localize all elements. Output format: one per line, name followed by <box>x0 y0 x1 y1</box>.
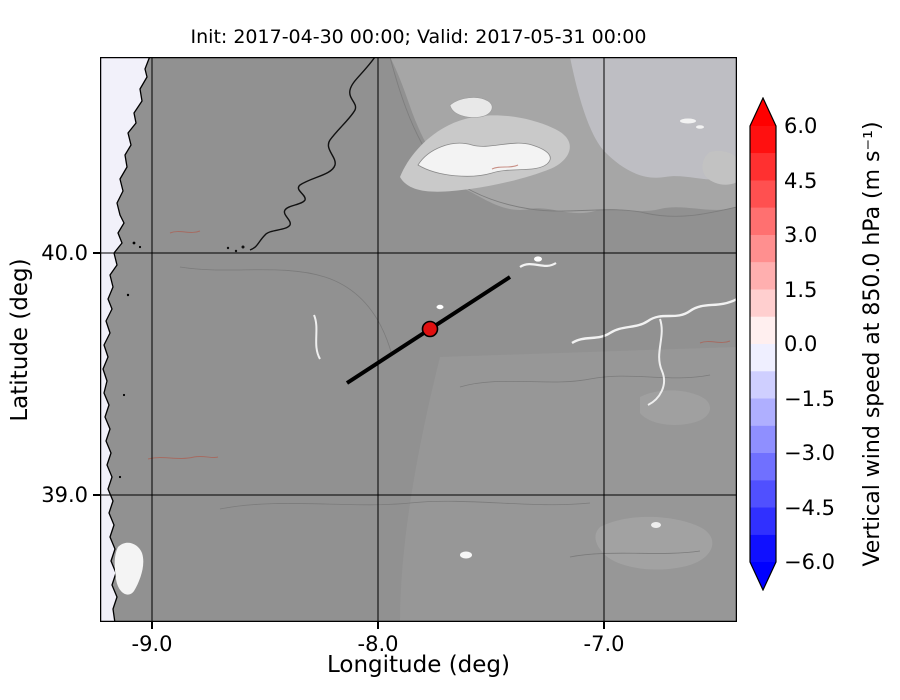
y-tick-mark <box>93 494 100 496</box>
colorbar-tick-label: 6.0 <box>784 114 818 138</box>
x-axis-label: Longitude (deg) <box>326 652 510 678</box>
y-tick-label: 39.0 <box>41 483 88 507</box>
estuary-patch <box>114 542 144 595</box>
colorbar-tick-label: 0.0 <box>784 332 818 356</box>
x-tick-label: -7.0 <box>583 632 625 656</box>
x-tick-mark <box>377 622 379 629</box>
y-axis-label: Latitude (deg) <box>7 258 33 422</box>
x-tick-label: -8.0 <box>357 632 399 656</box>
colorbar-outline <box>749 97 777 591</box>
colorbar-bands <box>750 126 776 563</box>
ocean <box>100 56 150 623</box>
terrain-shading <box>147 56 738 622</box>
colorbar-label: Vertical wind speed at 850.0 hPa (m s⁻¹) <box>860 121 885 567</box>
plot-area <box>99 55 738 624</box>
x-tick-mark <box>603 622 605 629</box>
colorbar-tick-label: −3.0 <box>784 441 835 465</box>
map-canvas <box>99 55 738 624</box>
colorbar-tick-label: −4.5 <box>784 496 835 520</box>
coastal-islets <box>118 241 142 479</box>
interior-contour <box>249 56 376 251</box>
location-marker <box>421 320 439 338</box>
contour-specks <box>226 245 245 253</box>
plot-frame <box>99 56 738 623</box>
x-tick-mark <box>151 622 153 629</box>
colorbar-tick-label: 4.5 <box>784 169 818 193</box>
grid-lines <box>100 57 737 622</box>
colorbar-tick-label: −1.5 <box>784 387 835 411</box>
colorbar-tick-label: 3.0 <box>784 223 818 247</box>
colorbar-tick-label: 1.5 <box>784 278 818 302</box>
x-tick-label: -9.0 <box>131 632 173 656</box>
y-tick-mark <box>93 252 100 254</box>
colorbar-under-arrow <box>750 562 776 590</box>
colorbar-tick-label: −6.0 <box>784 550 835 574</box>
colorbar <box>749 97 777 591</box>
y-tick-label: 40.0 <box>41 241 88 265</box>
coastline <box>102 55 151 624</box>
plot-title: Init: 2017-04-30 00:00; Valid: 2017-05-3… <box>190 26 647 48</box>
colorbar-over-arrow <box>750 98 776 126</box>
